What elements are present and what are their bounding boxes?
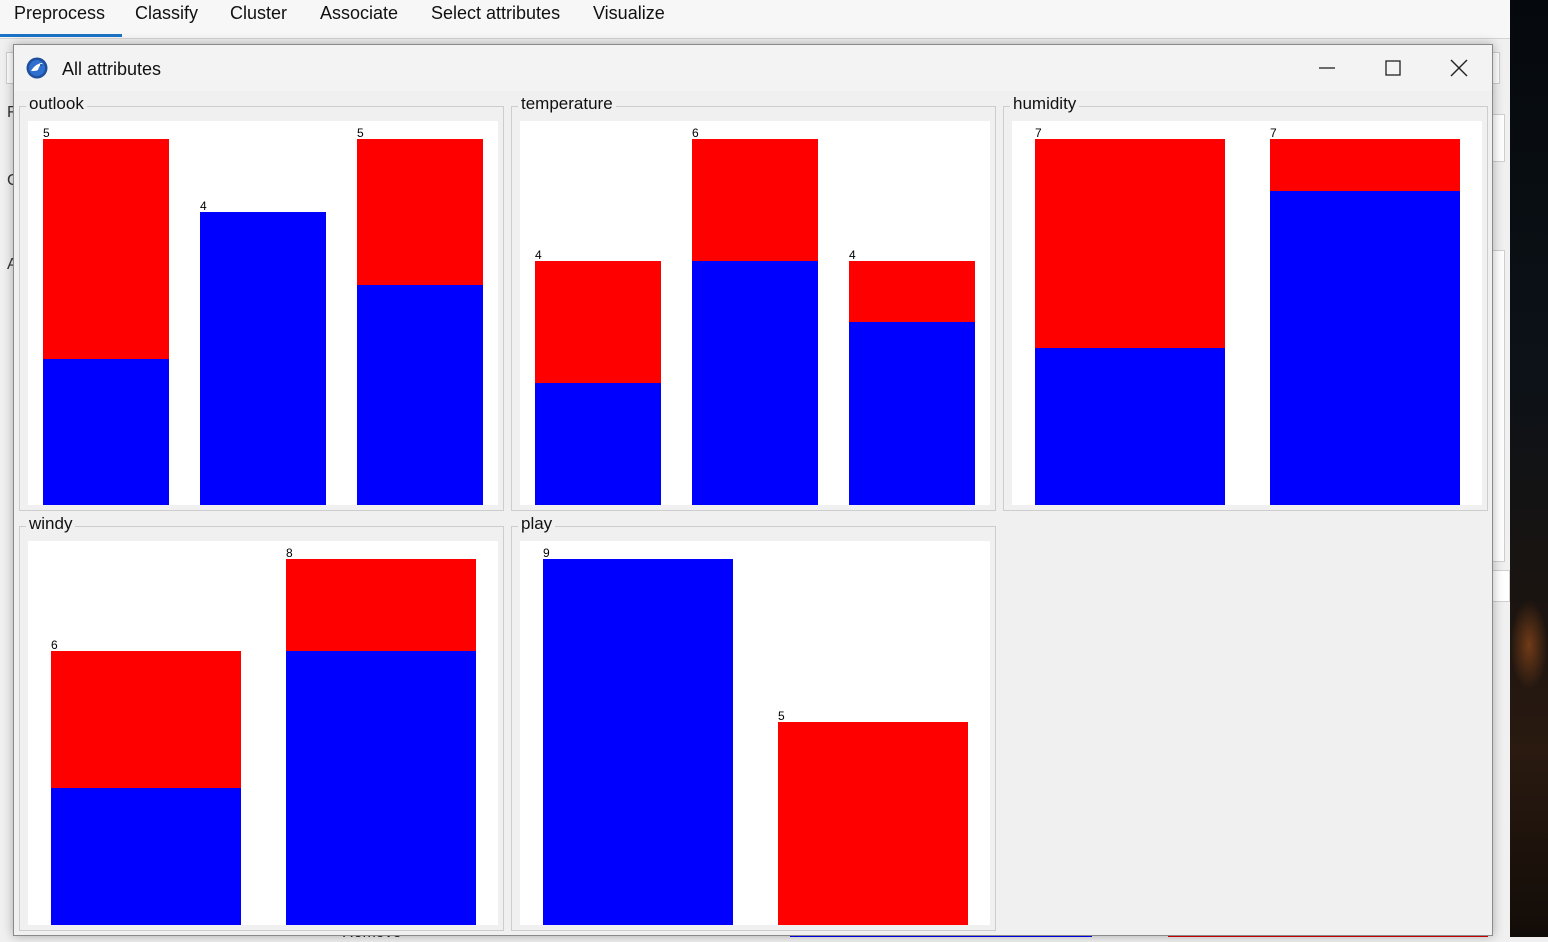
background-button-edge (1490, 570, 1510, 602)
histogram-bar-segment (692, 261, 818, 505)
panel-title: play (518, 514, 556, 534)
close-button[interactable] (1426, 45, 1492, 91)
minimize-icon (1319, 67, 1335, 69)
all-attributes-window: All attributes outlook 5 4 5 temperature 4… (13, 44, 1493, 936)
histogram-bar-segment (43, 359, 169, 505)
tab-classify[interactable]: Classify (135, 3, 199, 23)
background-label-fragment: C (7, 172, 19, 190)
panel-outlook: outlook 5 4 5 (19, 94, 504, 511)
histogram-bar-segment (543, 559, 733, 925)
tab-select-attributes[interactable]: Select attributes (431, 3, 561, 23)
weka-bird-icon (26, 57, 48, 79)
bar-count-label: 6 (692, 126, 699, 140)
histogram-bar-segment (778, 722, 968, 925)
bar-count-label: 4 (200, 199, 207, 213)
bar-count-label: 5 (357, 126, 364, 140)
bar-count-label: 5 (43, 126, 50, 140)
maximize-icon (1385, 60, 1401, 76)
histogram-bar-segment (692, 139, 818, 261)
histogram-bar-segment (1270, 191, 1460, 505)
histogram-bar-segment (357, 285, 483, 505)
tab-visualize[interactable]: Visualize (593, 3, 665, 23)
histogram-bar-segment (1035, 348, 1225, 505)
histogram-temperature: 4 6 4 (520, 121, 990, 505)
histogram-outlook: 5 4 5 (28, 121, 498, 505)
minimize-button[interactable] (1294, 45, 1360, 91)
bar-count-label: 5 (778, 709, 785, 723)
explorer-tab-bar: Preprocess Classify Cluster Associate Se… (0, 0, 1510, 39)
bar-count-label: 9 (543, 546, 550, 560)
histogram-bar-segment (535, 383, 661, 505)
histogram-bar-segment (849, 322, 975, 505)
panel-title: humidity (1010, 94, 1080, 114)
bar-count-label: 4 (535, 248, 542, 262)
panel-title: windy (26, 514, 76, 534)
bar-count-label: 8 (286, 546, 293, 560)
desktop-wallpaper (1510, 0, 1548, 937)
panel-title: temperature (518, 94, 616, 114)
panel-title: outlook (26, 94, 87, 114)
histogram-bar-segment (1035, 139, 1225, 348)
panel-temperature: temperature 4 6 4 (511, 94, 996, 511)
title-bar[interactable]: All attributes (14, 45, 1492, 91)
histogram-bar-segment (535, 261, 661, 383)
tab-preprocess[interactable]: Preprocess (0, 3, 123, 37)
histogram-bar-segment (51, 788, 241, 925)
histogram-bar-segment (286, 651, 476, 925)
histogram-bar-segment (51, 651, 241, 788)
histogram-bar-segment (1270, 139, 1460, 191)
bar-count-label: 6 (51, 638, 58, 652)
background-label-fragment: A (7, 256, 18, 274)
bar-count-label: 7 (1270, 126, 1277, 140)
close-icon (1450, 59, 1468, 77)
maximize-button[interactable] (1360, 45, 1426, 91)
histogram-bar-segment (286, 559, 476, 651)
histogram-bar-segment (200, 212, 326, 505)
background-label-fragment: F (7, 104, 17, 121)
bar-count-label: 7 (1035, 126, 1042, 140)
window-title: All attributes (62, 59, 162, 79)
histogram-bar-segment (849, 261, 975, 322)
bar-count-label: 4 (849, 248, 856, 262)
tab-cluster[interactable]: Cluster (230, 3, 288, 23)
histogram-bar-segment (357, 139, 483, 285)
tab-associate[interactable]: Associate (320, 3, 399, 23)
histogram-bar-segment (43, 139, 169, 359)
